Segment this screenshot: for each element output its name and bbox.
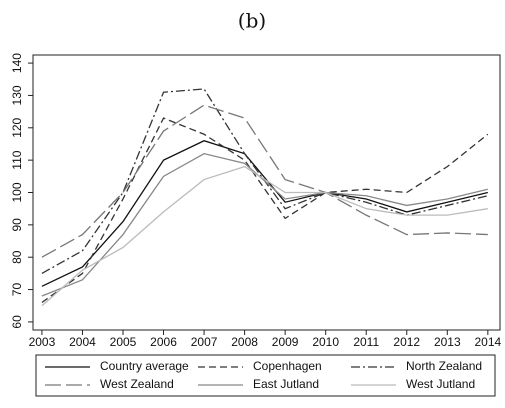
y-tick-label: 130	[10, 85, 24, 105]
x-tick-label: 2005	[110, 335, 137, 349]
x-tick-label: 2011	[353, 335, 379, 349]
legend-label: Copenhagen	[253, 359, 322, 373]
y-tick-label: 110	[10, 150, 24, 169]
y-tick-label: 80	[10, 250, 24, 264]
x-tick-label: 2006	[150, 335, 177, 349]
y-tick-label: 70	[10, 283, 24, 297]
legend-frame	[35, 354, 496, 397]
legend-label: West Jutland	[406, 377, 475, 391]
legend-label: North Zealand	[406, 359, 482, 373]
y-tick-label: 140	[10, 53, 24, 73]
y-tick-label: 100	[10, 182, 24, 202]
y-tick-label: 60	[10, 315, 24, 329]
x-tick-label: 2003	[29, 335, 56, 349]
y-tick-label: 120	[10, 117, 24, 137]
series-line	[41, 165, 488, 307]
x-tick-label: 2012	[393, 335, 420, 349]
x-tick-label: 2004	[69, 335, 96, 349]
series-line	[41, 117, 489, 304]
legend-label: West Zealand	[100, 377, 174, 391]
series-line	[41, 104, 488, 258]
series-line	[41, 140, 488, 287]
x-tick-label: 2010	[312, 335, 339, 349]
legend-label: Country average	[100, 359, 189, 373]
x-tick-label: 2008	[231, 335, 258, 349]
x-tick-label: 2014	[474, 335, 501, 349]
legend-label: East Jutland	[253, 377, 319, 391]
x-tick-label: 2007	[191, 335, 218, 349]
x-tick-label: 2013	[434, 335, 461, 349]
y-tick-label: 90	[10, 218, 24, 232]
series-line	[41, 152, 488, 297]
x-tick-label: 2009	[272, 335, 299, 349]
chart-title: (b)	[238, 9, 266, 33]
